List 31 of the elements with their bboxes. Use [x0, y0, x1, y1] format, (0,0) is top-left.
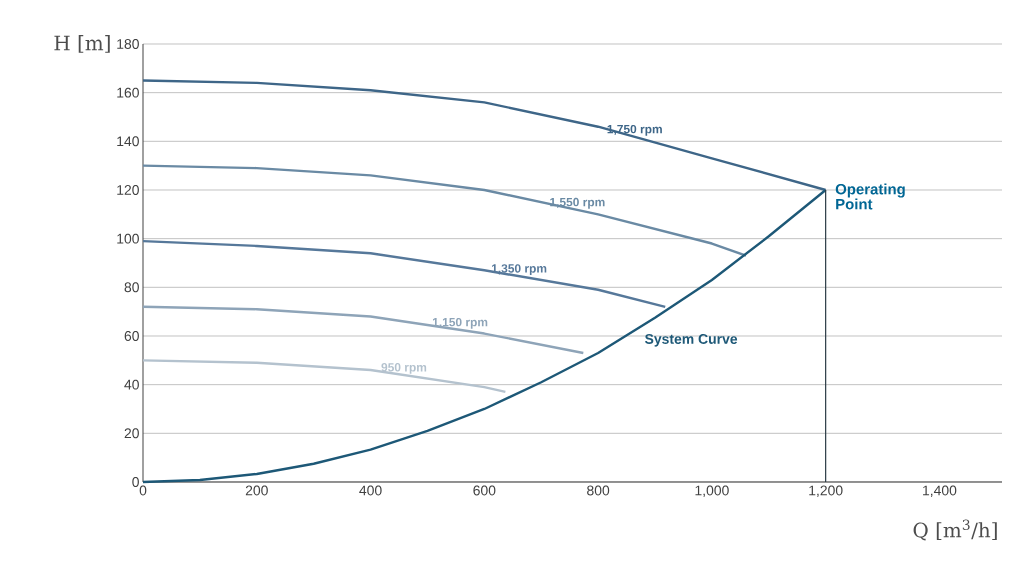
series-label: 950 rpm [381, 363, 427, 374]
y-tick-label: 120 [117, 185, 139, 195]
series-label: 1,150 rpm [432, 317, 488, 329]
y-axis-title: H [m] [54, 35, 110, 53]
x-tick-label: 200 [245, 485, 268, 496]
y-tick-label: 180 [117, 39, 139, 49]
x-tick-label: 1,000 [695, 485, 729, 498]
y-tick-label: 80 [124, 282, 139, 293]
y-tick-label: 160 [117, 87, 139, 98]
x-axis-title: Q [m$^{3}$/h] [913, 519, 997, 541]
line-series [141, 239, 667, 308]
x-tick-label: 400 [359, 485, 382, 496]
y-tick-label: 60 [124, 331, 139, 341]
y-tick-label: 40 [124, 379, 139, 390]
line-series [141, 79, 827, 192]
line-series [141, 164, 748, 257]
y-tick-label: 100 [117, 233, 139, 244]
annotation: Operating Point [835, 183, 905, 210]
y-tick-label: 20 [124, 428, 139, 439]
x-tick-label: 800 [587, 485, 610, 496]
y-tick-label: 0 [132, 477, 139, 487]
line-series [141, 305, 585, 355]
series-label: 1,750 rpm [607, 124, 662, 136]
x-tick-label: 600 [473, 485, 496, 496]
x-tick-label: 0 [139, 485, 147, 496]
line-series [141, 188, 827, 484]
line-series [141, 359, 507, 394]
x-tick-label: 1,200 [809, 485, 843, 498]
y-tick-label: 140 [117, 136, 139, 147]
x-tick-label: 1,400 [923, 485, 957, 498]
series-label: System Curve [644, 333, 738, 347]
